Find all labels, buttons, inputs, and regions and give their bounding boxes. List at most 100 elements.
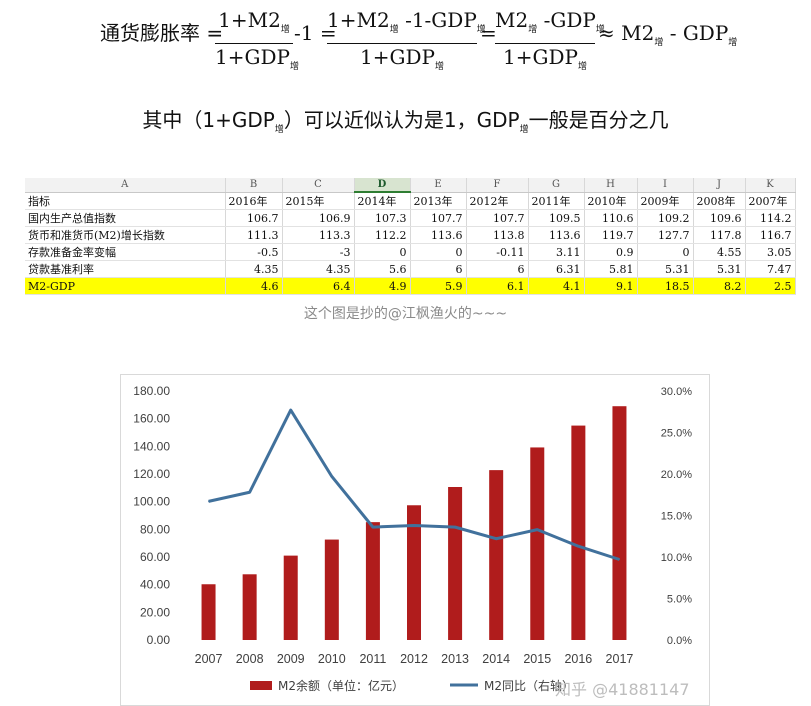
table-cell[interactable]: 4.9 [354, 277, 411, 295]
column-letter[interactable]: E [410, 178, 467, 193]
x-axis-tick-label: 2009 [277, 652, 305, 666]
table-cell[interactable]: 5.81 [584, 260, 638, 278]
table-cell[interactable]: 4.35 [225, 260, 283, 278]
table-cell[interactable]: 0.9 [584, 243, 638, 261]
table-cell[interactable]: 2011年 [528, 192, 585, 210]
table-cell[interactable]: 107.3 [354, 209, 411, 227]
table-cell[interactable]: 国内生产总值指数 [25, 209, 226, 227]
frac1-numerator: 1+M2 [218, 8, 281, 32]
table-cell[interactable]: 117.8 [693, 226, 746, 244]
column-letter[interactable]: H [584, 178, 638, 193]
table-cell[interactable]: 127.7 [637, 226, 694, 244]
line-point [290, 409, 292, 411]
column-letter[interactable]: A [25, 178, 226, 193]
table-cell[interactable]: 106.7 [225, 209, 283, 227]
table-cell[interactable]: 110.6 [584, 209, 638, 227]
table-cell[interactable]: 3.05 [745, 243, 796, 261]
table-cell[interactable]: 2010年 [584, 192, 638, 210]
column-letter[interactable]: K [745, 178, 796, 193]
image-caption: 这个图是抄的@江枫渔火的~~~ [303, 306, 508, 322]
table-cell[interactable]: 4.55 [693, 243, 746, 261]
table-cell[interactable]: 3.11 [528, 243, 585, 261]
table-cell[interactable]: 存款准备金率变幅 [25, 243, 226, 261]
table-cell[interactable]: 106.9 [282, 209, 355, 227]
table-cell[interactable]: 6 [410, 260, 467, 278]
x-axis-tick-label: 2016 [564, 652, 592, 666]
table-cell[interactable]: 6.31 [528, 260, 585, 278]
left-axis-tick-label: 120.00 [133, 467, 170, 481]
table-cell[interactable]: 6.1 [466, 277, 529, 295]
formula-fraction-3: M2增 -GDP增 1+GDP增 [495, 8, 605, 72]
table-cell[interactable]: 货币和准货币(M2)增长指数 [25, 226, 226, 244]
table-cell[interactable]: 2014年 [354, 192, 411, 210]
column-letter[interactable]: J [693, 178, 746, 193]
table-cell[interactable]: 8.2 [693, 277, 746, 295]
table-cell[interactable]: 113.6 [410, 226, 467, 244]
table-cell[interactable]: 4.1 [528, 277, 585, 295]
column-letter[interactable]: D [354, 178, 411, 193]
table-cell[interactable]: 109.2 [637, 209, 694, 227]
frac1-denominator: 1+GDP [215, 45, 290, 69]
table-cell[interactable]: 2009年 [637, 192, 694, 210]
line-point [454, 526, 456, 528]
table-cell[interactable]: 5.6 [354, 260, 411, 278]
table-cell[interactable]: -0.11 [466, 243, 529, 261]
table-cell[interactable]: 6.4 [282, 277, 355, 295]
x-axis-tick-label: 2015 [523, 652, 551, 666]
column-letter[interactable]: C [282, 178, 355, 193]
table-cell[interactable]: 贷款基准利率 [25, 260, 226, 278]
table-cell[interactable]: 9.1 [584, 277, 638, 295]
table-cell[interactable]: 111.3 [225, 226, 283, 244]
table-row: M2-GDP 4.6 6.4 4.9 5.9 6.1 4.1 9.1 18.5 8.2 2.5 [25, 277, 796, 295]
table-cell[interactable]: 0 [637, 243, 694, 261]
table-cell[interactable]: 7.47 [745, 260, 796, 278]
table-cell[interactable]: 0 [410, 243, 467, 261]
table-cell[interactable]: M2-GDP [25, 277, 226, 295]
table-cell[interactable]: 5.31 [693, 260, 746, 278]
table-cell[interactable]: 6 [466, 260, 529, 278]
table-cell[interactable]: -3 [282, 243, 355, 261]
bar-m2-balance [201, 584, 216, 640]
table-cell[interactable]: 119.7 [584, 226, 638, 244]
table-cell[interactable]: 113.8 [466, 226, 529, 244]
right-axis-tick-label: 30.0% [661, 386, 692, 398]
table-cell[interactable]: 2013年 [410, 192, 467, 210]
table-cell[interactable]: 18.5 [637, 277, 694, 295]
table-cell[interactable]: 指标 [25, 192, 226, 210]
column-letter[interactable]: F [466, 178, 529, 193]
table-cell[interactable]: 0 [354, 243, 411, 261]
formula-lhs: 通货膨胀率 = [100, 21, 224, 45]
table-cell[interactable]: 2016年 [225, 192, 283, 210]
right-axis-tick-label: 10.0% [661, 552, 692, 564]
table-cell[interactable]: 107.7 [410, 209, 467, 227]
table-cell[interactable]: 4.35 [282, 260, 355, 278]
legend-label-m2-yoy: M2同比（右轴） [484, 678, 574, 693]
left-axis-tick-label: 100.00 [133, 495, 170, 509]
table-cell[interactable]: 109.6 [693, 209, 746, 227]
table-cell[interactable]: 5.9 [410, 277, 467, 295]
table-cell[interactable]: 113.6 [528, 226, 585, 244]
bar-m2-balance [242, 574, 257, 640]
table-cell[interactable]: 2007年 [745, 192, 796, 210]
inflation-formula: 通货膨胀率 = 1+M2增 1+GDP增 -1 = 1+M2增 -1-GDP增 … [0, 0, 811, 90]
column-letter[interactable]: B [225, 178, 283, 193]
table-cell[interactable]: 112.2 [354, 226, 411, 244]
column-letter[interactable]: G [528, 178, 585, 193]
table-cell[interactable]: 113.3 [282, 226, 355, 244]
table-cell[interactable]: 5.31 [637, 260, 694, 278]
table-cell[interactable]: 2.5 [745, 277, 796, 295]
table-cell[interactable]: 2012年 [466, 192, 529, 210]
table-cell[interactable]: 2008年 [693, 192, 746, 210]
table-cell[interactable]: 116.7 [745, 226, 796, 244]
table-cell[interactable]: 109.5 [528, 209, 585, 227]
data-table: A B C D E F G H I J K 指标 2016年 2015年 2014年 2013年 2012年 20… [25, 178, 796, 295]
line-point [331, 475, 333, 477]
table-cell[interactable]: 2015年 [282, 192, 355, 210]
table-cell[interactable]: -0.5 [225, 243, 283, 261]
formula-fraction-2: 1+M2增 -1-GDP增 1+GDP增 [327, 8, 486, 72]
column-letter[interactable]: I [637, 178, 694, 193]
table-cell[interactable]: 107.7 [466, 209, 529, 227]
table-cell[interactable]: 114.2 [745, 209, 796, 227]
table-cell[interactable]: 4.6 [225, 277, 283, 295]
